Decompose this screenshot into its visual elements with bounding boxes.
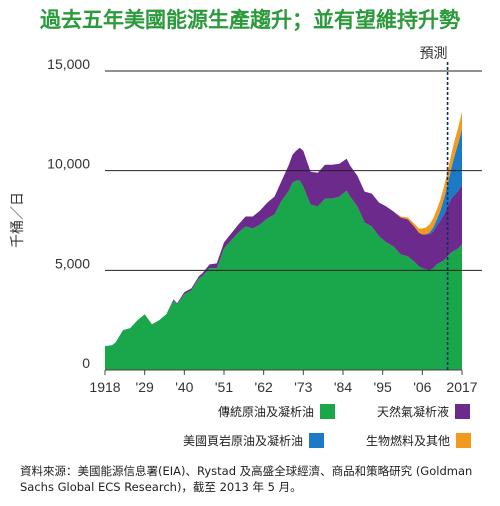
x-tick-label: 1918 xyxy=(89,379,120,395)
legend-item-shale: 美國頁岩原油及凝析油 xyxy=(183,432,325,449)
legend-item-ngl: 天然氣凝析液 xyxy=(377,403,471,420)
y-axis-ticks: 0 5,000 10,000 15,000 xyxy=(47,56,90,371)
y-tick-label: 10,000 xyxy=(47,156,90,172)
chart-area: 0 5,000 10,000 15,000 1918 '29 '40 '51 '62 '73 '8… xyxy=(9,45,482,395)
legend-item-biofuel: 生物燃料及其他 xyxy=(366,432,472,449)
legend-label-biofuel: 生物燃料及其他 xyxy=(366,434,451,448)
x-tick-label: '51 xyxy=(215,379,233,395)
legend-swatch-ngl xyxy=(455,404,471,419)
y-tick-label: 0 xyxy=(82,355,90,371)
x-tick-label: '40 xyxy=(175,379,193,395)
gridlines xyxy=(105,70,482,271)
legend-label-conventional: 傳統原油及凝析油 xyxy=(218,405,315,419)
legend-item-conventional: 傳統原油及凝析油 xyxy=(218,403,336,420)
x-tick-label: '29 xyxy=(136,379,154,395)
y-axis-label: 千桶／日 xyxy=(9,192,25,248)
x-tick-label: '06 xyxy=(413,379,431,395)
y-tick-label: 5,000 xyxy=(55,255,90,271)
legend-label-shale: 美國頁岩原油及凝析油 xyxy=(183,434,304,448)
source-note: 資料來源：美國能源信息署(EIA)、Rystad 及高盛全球經濟、商品和策略研究… xyxy=(20,464,473,494)
stacked-areas xyxy=(105,111,462,370)
x-tick-label: '84 xyxy=(334,379,352,395)
series-area-ngl xyxy=(105,147,462,347)
legend-swatch-biofuel xyxy=(456,433,472,448)
x-tick-label: '95 xyxy=(374,379,392,395)
legend-label-ngl: 天然氣凝析液 xyxy=(377,405,450,419)
x-axis-ticks: 1918 '29 '40 '51 '62 '73 '84 '95 '06 2017 xyxy=(89,369,478,395)
chart-title: 過去五年美國能源生產趨升；並有望維持升勢 xyxy=(40,7,460,32)
x-tick-label: '62 xyxy=(255,379,273,395)
forecast-label: 預測 xyxy=(420,45,448,61)
y-tick-label: 15,000 xyxy=(47,56,90,72)
x-tick-label: '73 xyxy=(294,379,312,395)
series-area-conventional xyxy=(105,180,462,370)
legend-swatch-conventional xyxy=(320,404,336,419)
legend-swatch-shale xyxy=(309,433,325,448)
x-tick-label: 2017 xyxy=(446,379,477,395)
